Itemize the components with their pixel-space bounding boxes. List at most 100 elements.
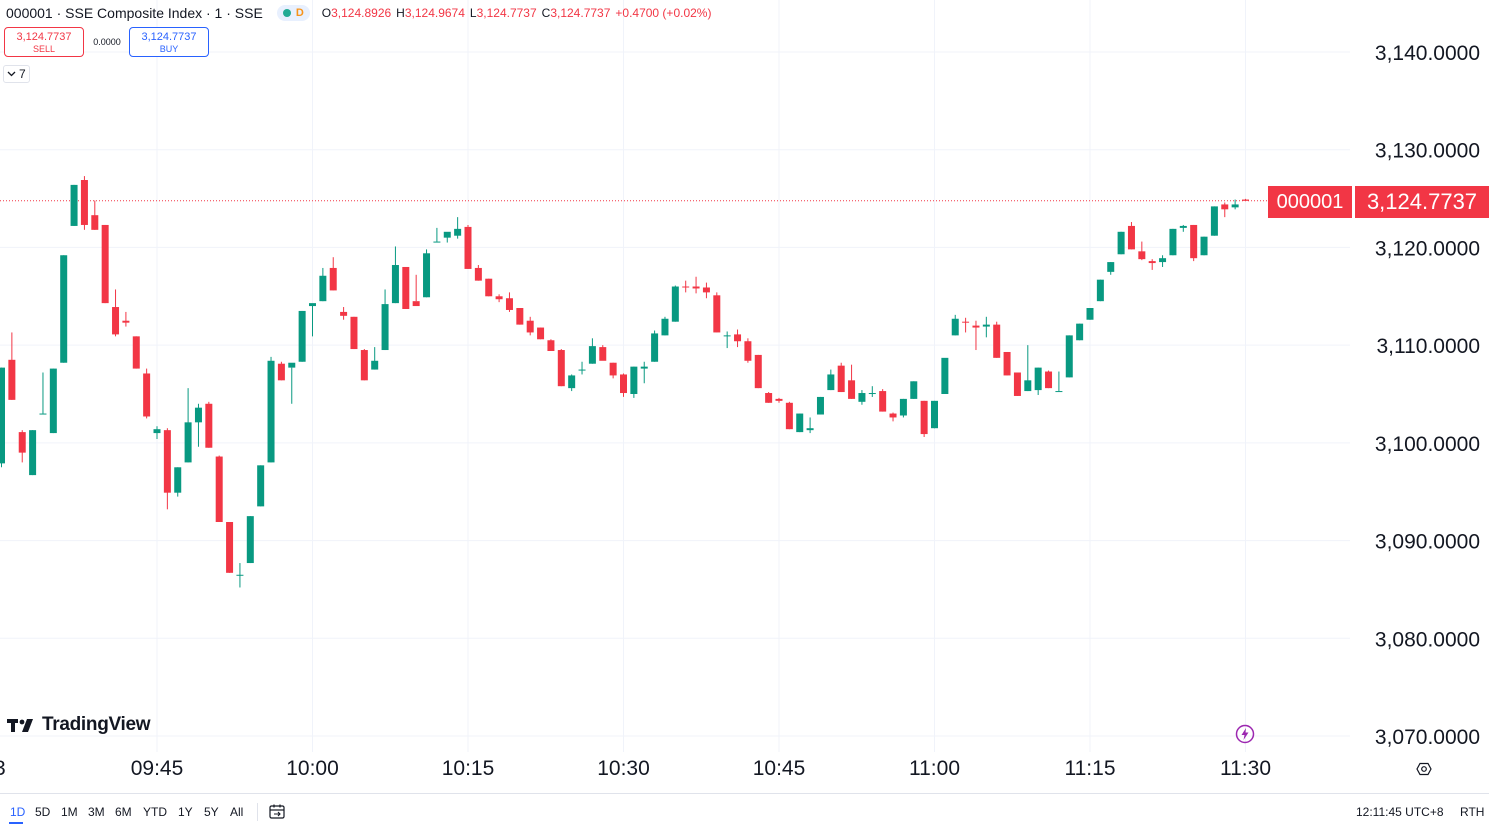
candle[interactable] (153, 426, 161, 439)
candle[interactable] (49, 368, 57, 434)
candle[interactable] (1159, 255, 1167, 267)
candle[interactable] (993, 321, 1001, 358)
buy-button[interactable]: 3,124.7737 BUY (129, 27, 209, 57)
candle[interactable] (1076, 323, 1084, 341)
candle[interactable] (982, 316, 990, 338)
range-6m[interactable]: 6M (115, 805, 132, 819)
candle[interactable] (765, 392, 773, 403)
candle[interactable] (1045, 370, 1053, 389)
candle[interactable] (309, 303, 316, 337)
candle[interactable] (1107, 262, 1115, 275)
candle[interactable] (1138, 241, 1146, 261)
candle[interactable] (29, 430, 37, 476)
candle[interactable] (734, 329, 742, 348)
candle[interactable] (1024, 345, 1032, 392)
candle[interactable] (858, 390, 866, 405)
candle[interactable] (267, 356, 275, 463)
tradingview-logo[interactable]: TradingView (7, 714, 151, 736)
candle[interactable] (920, 400, 928, 437)
candle[interactable] (547, 339, 555, 352)
candle[interactable] (713, 292, 721, 333)
candle[interactable] (609, 362, 617, 379)
candle[interactable] (143, 368, 151, 419)
axis-settings-icon[interactable] (1416, 761, 1432, 777)
range-all[interactable]: All (230, 805, 244, 819)
candle[interactable] (495, 294, 503, 303)
candle[interactable] (1055, 371, 1063, 393)
candle[interactable] (194, 403, 202, 447)
candle[interactable] (298, 310, 306, 362)
candle[interactable] (350, 316, 358, 350)
candle[interactable] (526, 316, 534, 336)
candle[interactable] (848, 364, 856, 399)
candle[interactable] (122, 311, 130, 327)
candle[interactable] (931, 400, 938, 429)
candle[interactable] (215, 455, 223, 523)
candle[interactable] (1190, 224, 1198, 262)
range-5d[interactable]: 5D (35, 805, 51, 819)
candle[interactable] (1200, 236, 1208, 256)
candle[interactable] (402, 266, 410, 309)
candle[interactable] (91, 200, 99, 230)
candle[interactable] (568, 374, 576, 392)
candle[interactable] (785, 401, 793, 430)
candle[interactable] (1148, 259, 1156, 270)
candle[interactable] (205, 401, 213, 448)
candle[interactable] (640, 361, 648, 384)
goto-date-icon[interactable] (268, 803, 286, 821)
candle[interactable] (1231, 199, 1239, 210)
candle[interactable] (661, 316, 669, 336)
candle[interactable] (889, 412, 897, 422)
candle[interactable] (910, 381, 918, 399)
candle[interactable] (796, 413, 804, 433)
candle[interactable] (630, 366, 638, 398)
candle[interactable] (951, 314, 959, 336)
candle[interactable] (620, 373, 627, 397)
candle[interactable] (754, 354, 762, 389)
indicators-toggle[interactable]: 7 (3, 65, 30, 83)
candle[interactable] (412, 274, 420, 307)
candle[interactable] (537, 327, 545, 340)
candle[interactable] (277, 361, 285, 381)
candle[interactable] (1065, 335, 1073, 378)
candle[interactable] (184, 388, 192, 463)
candle[interactable] (557, 349, 565, 387)
candle[interactable] (371, 347, 379, 370)
candle[interactable] (775, 397, 783, 403)
candle[interactable] (60, 255, 68, 363)
candle[interactable] (899, 398, 907, 418)
candle[interactable] (868, 386, 876, 397)
candle[interactable] (18, 430, 26, 463)
lightning-icon[interactable] (1235, 724, 1255, 744)
range-1d[interactable]: 1D (10, 805, 26, 819)
candle[interactable] (39, 372, 47, 415)
candle[interactable] (319, 267, 327, 302)
candle[interactable] (381, 289, 389, 351)
candle[interactable] (1179, 224, 1187, 232)
candle[interactable] (1003, 351, 1011, 376)
range-3m[interactable]: 3M (88, 805, 105, 819)
candle[interactable] (112, 289, 120, 337)
candle[interactable] (80, 176, 88, 230)
candle[interactable] (8, 332, 16, 400)
candle[interactable] (837, 362, 845, 393)
candle[interactable] (1210, 206, 1218, 236)
candle[interactable] (1096, 279, 1104, 302)
candle[interactable] (340, 307, 348, 320)
candle[interactable] (174, 467, 182, 497)
candle[interactable] (132, 336, 140, 369)
candle[interactable] (1127, 222, 1135, 250)
candle[interactable] (246, 516, 254, 564)
candle[interactable] (70, 184, 78, 226)
candle[interactable] (651, 330, 659, 362)
candle[interactable] (588, 338, 596, 364)
candle[interactable] (226, 522, 234, 573)
symbol-title[interactable]: 000001 · SSE Composite Index · 1 · SSE (6, 5, 263, 21)
range-5y[interactable]: 5Y (204, 805, 219, 819)
candle[interactable] (723, 331, 731, 349)
candle[interactable] (972, 320, 980, 351)
candle[interactable] (962, 317, 970, 333)
candle[interactable] (941, 357, 949, 394)
candle[interactable] (827, 369, 835, 391)
candle[interactable] (433, 227, 441, 243)
